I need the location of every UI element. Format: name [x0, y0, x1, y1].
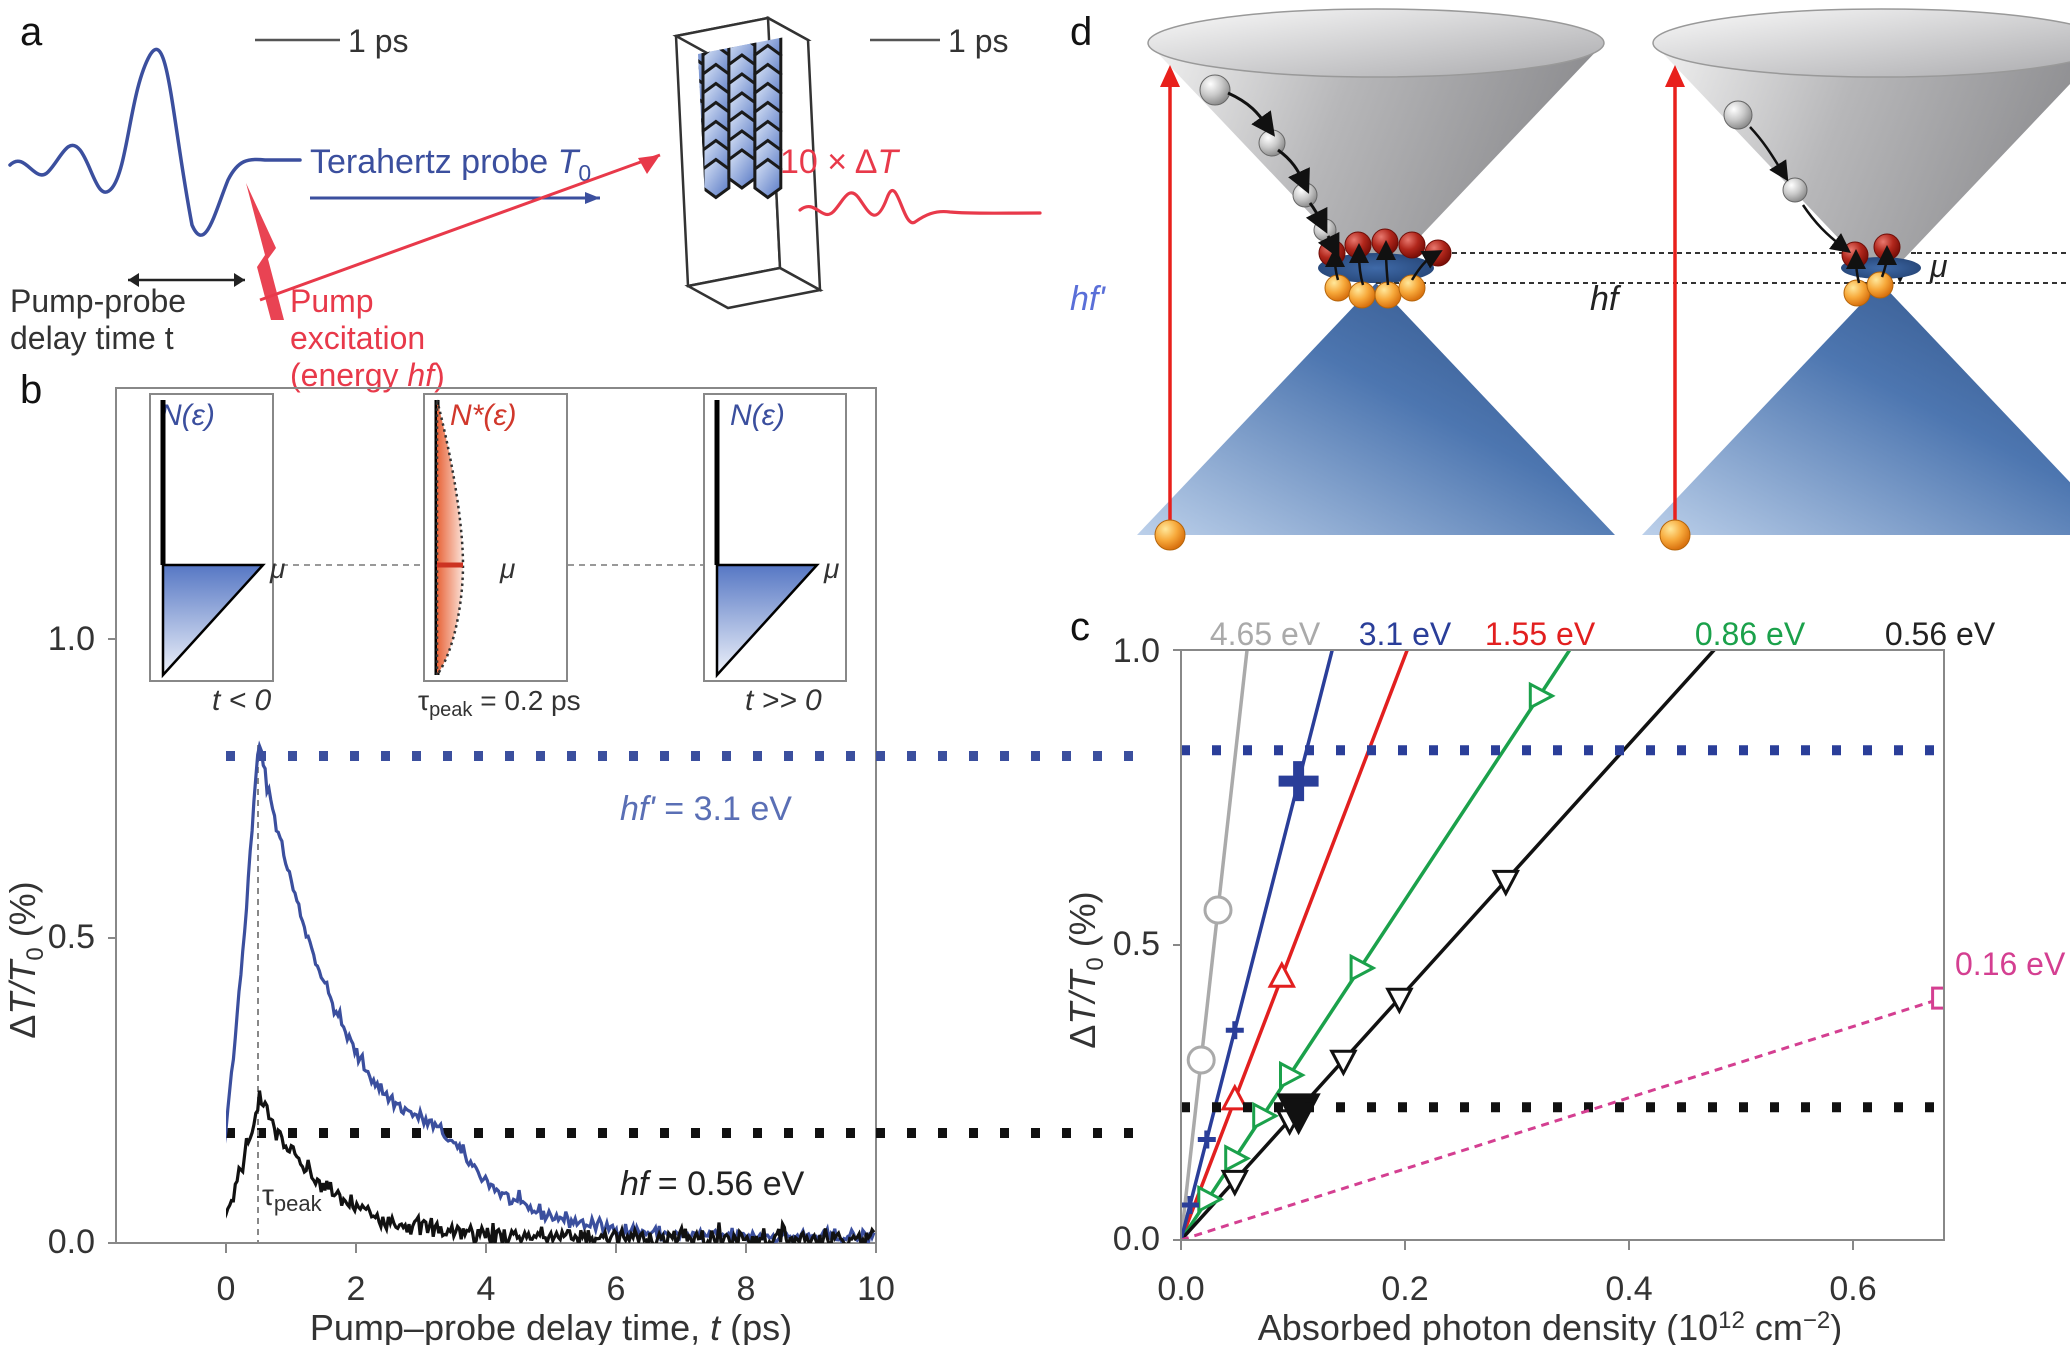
svg-text:0.6: 0.6	[1829, 1270, 1876, 1308]
svg-text:0.86 eV: 0.86 eV	[1695, 616, 1806, 652]
svg-text:t >> 0: t >> 0	[745, 684, 822, 717]
svg-text:hf = 0.56 eV: hf = 0.56 eV	[620, 1165, 805, 1203]
svg-text:10: 10	[857, 1270, 895, 1308]
svg-text:N(ε): N(ε)	[160, 399, 215, 432]
svg-text:0: 0	[217, 1270, 236, 1308]
svg-text:4: 4	[477, 1270, 496, 1308]
svg-text:μ: μ	[269, 553, 285, 584]
svg-text:1.55 eV: 1.55 eV	[1485, 616, 1596, 652]
svg-text:6: 6	[607, 1270, 626, 1308]
svg-text:0.16 eV: 0.16 eV	[1955, 946, 2066, 982]
svg-text:t < 0: t < 0	[212, 684, 272, 717]
svg-text:0.5: 0.5	[48, 918, 95, 956]
svg-text:0.0: 0.0	[48, 1223, 95, 1261]
svg-text:0.4: 0.4	[1605, 1270, 1652, 1308]
svg-text:Absorbed photon density (1012: Absorbed photon density (1012 cm−2)	[1258, 1307, 1842, 1345]
svg-text:3.1 eV: 3.1 eV	[1359, 616, 1452, 652]
svg-text:N(ε): N(ε)	[730, 399, 785, 432]
svg-text:τpeak: τpeak	[262, 1179, 323, 1216]
svg-text:Pump–probe delay time, t (ps): Pump–probe delay time, t (ps)	[310, 1307, 792, 1345]
svg-text:0.56 eV: 0.56 eV	[1885, 616, 1996, 652]
svg-text:0.0: 0.0	[1157, 1270, 1204, 1308]
svg-text:μ: μ	[823, 553, 839, 584]
svg-text:8: 8	[737, 1270, 756, 1308]
svg-text:hf' = 3.1 eV: hf' = 3.1 eV	[620, 790, 792, 828]
svg-text:N*(ε): N*(ε)	[450, 399, 517, 432]
svg-text:ΔT/T0 (%): ΔT/T0 (%)	[2, 881, 49, 1038]
svg-text:4.65 eV: 4.65 eV	[1210, 616, 1321, 652]
svg-text:0.2: 0.2	[1381, 1270, 1428, 1308]
svg-text:τpeak = 0.2 ps: τpeak = 0.2 ps	[418, 685, 581, 721]
svg-text:μ: μ	[499, 553, 515, 584]
svg-text:2: 2	[347, 1270, 366, 1308]
svg-text:1.0: 1.0	[48, 620, 95, 658]
